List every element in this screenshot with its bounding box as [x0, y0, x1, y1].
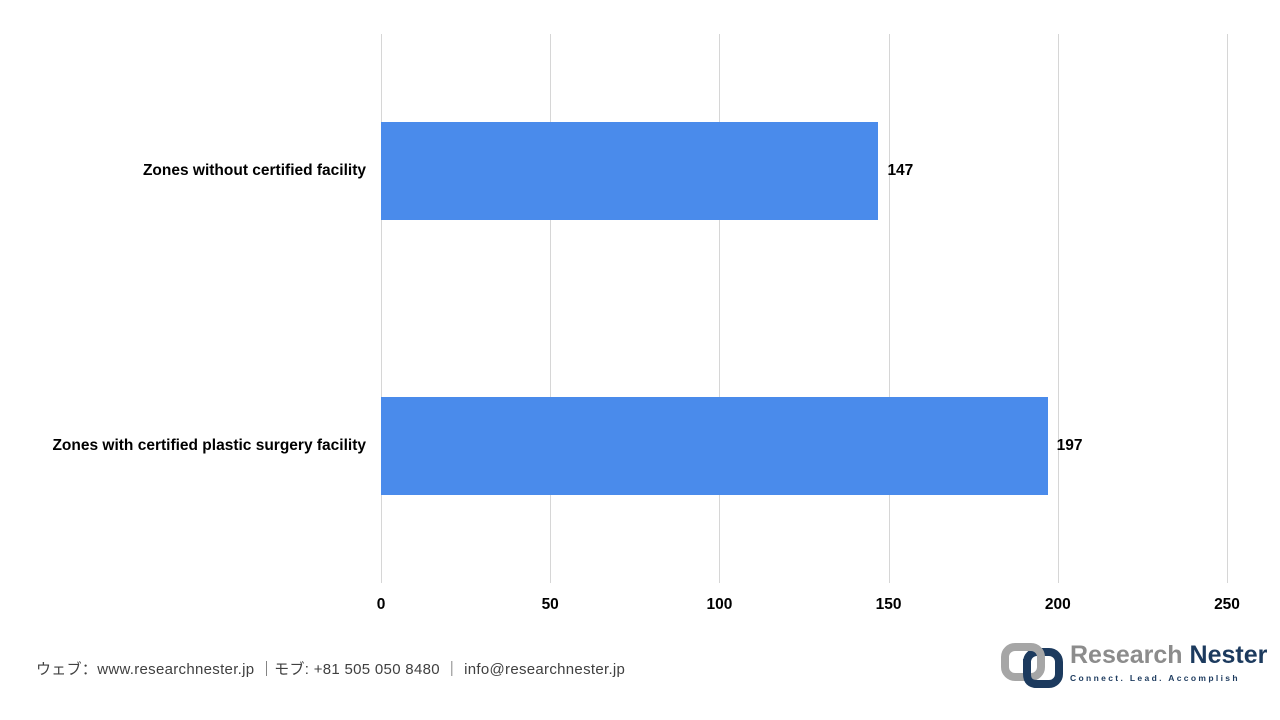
bar-row: Zones with certified plastic surgery fac… [52, 309, 1227, 584]
logo-word-research: Research [1070, 641, 1183, 669]
x-axis: 0 50 100 150 200 250 [377, 596, 1240, 618]
logo-wordmark: Research Nester [1070, 641, 1268, 670]
category-label: Zones without certified facility [142, 162, 366, 180]
category-label: Zones with certified plastic surgery fac… [52, 436, 366, 454]
x-tick-label: 150 [875, 596, 902, 613]
gridline [1057, 34, 1059, 583]
gridline [719, 34, 721, 583]
x-tick-label: 0 [376, 596, 386, 613]
logo-text-block: Research Nester Connect. Lead. Accomplis… [1070, 639, 1268, 683]
bar-row: Zones without certified facility 147 [143, 34, 1227, 309]
x-tick-label: 100 [706, 596, 733, 613]
research-nester-logo: Research Nester Connect. Lead. Accomplis… [1001, 639, 1267, 697]
plot-area: Zones without certified facility 147 Zones… [52, 34, 1228, 584]
x-tick-label: 200 [1044, 596, 1071, 613]
bar[interactable] [381, 122, 879, 221]
footer-contact-text: ウェブ：www.researchnester.jp ｜モブ: +81 505 0… [36, 661, 626, 678]
logo-tagline: Connect. Lead. Accomplish [1070, 672, 1240, 683]
gridline [888, 34, 890, 583]
value-label: 197 [1056, 436, 1083, 454]
bar[interactable] [381, 396, 1048, 495]
value-label: 147 [887, 162, 914, 180]
logo-word-nester: Nester [1189, 641, 1268, 669]
gridline [1227, 34, 1228, 583]
gridline [381, 34, 382, 583]
x-tick-label: 250 [1214, 596, 1240, 613]
x-tick-label: 50 [541, 596, 559, 613]
chain-links-icon [1001, 639, 1063, 697]
gridline [550, 34, 552, 583]
